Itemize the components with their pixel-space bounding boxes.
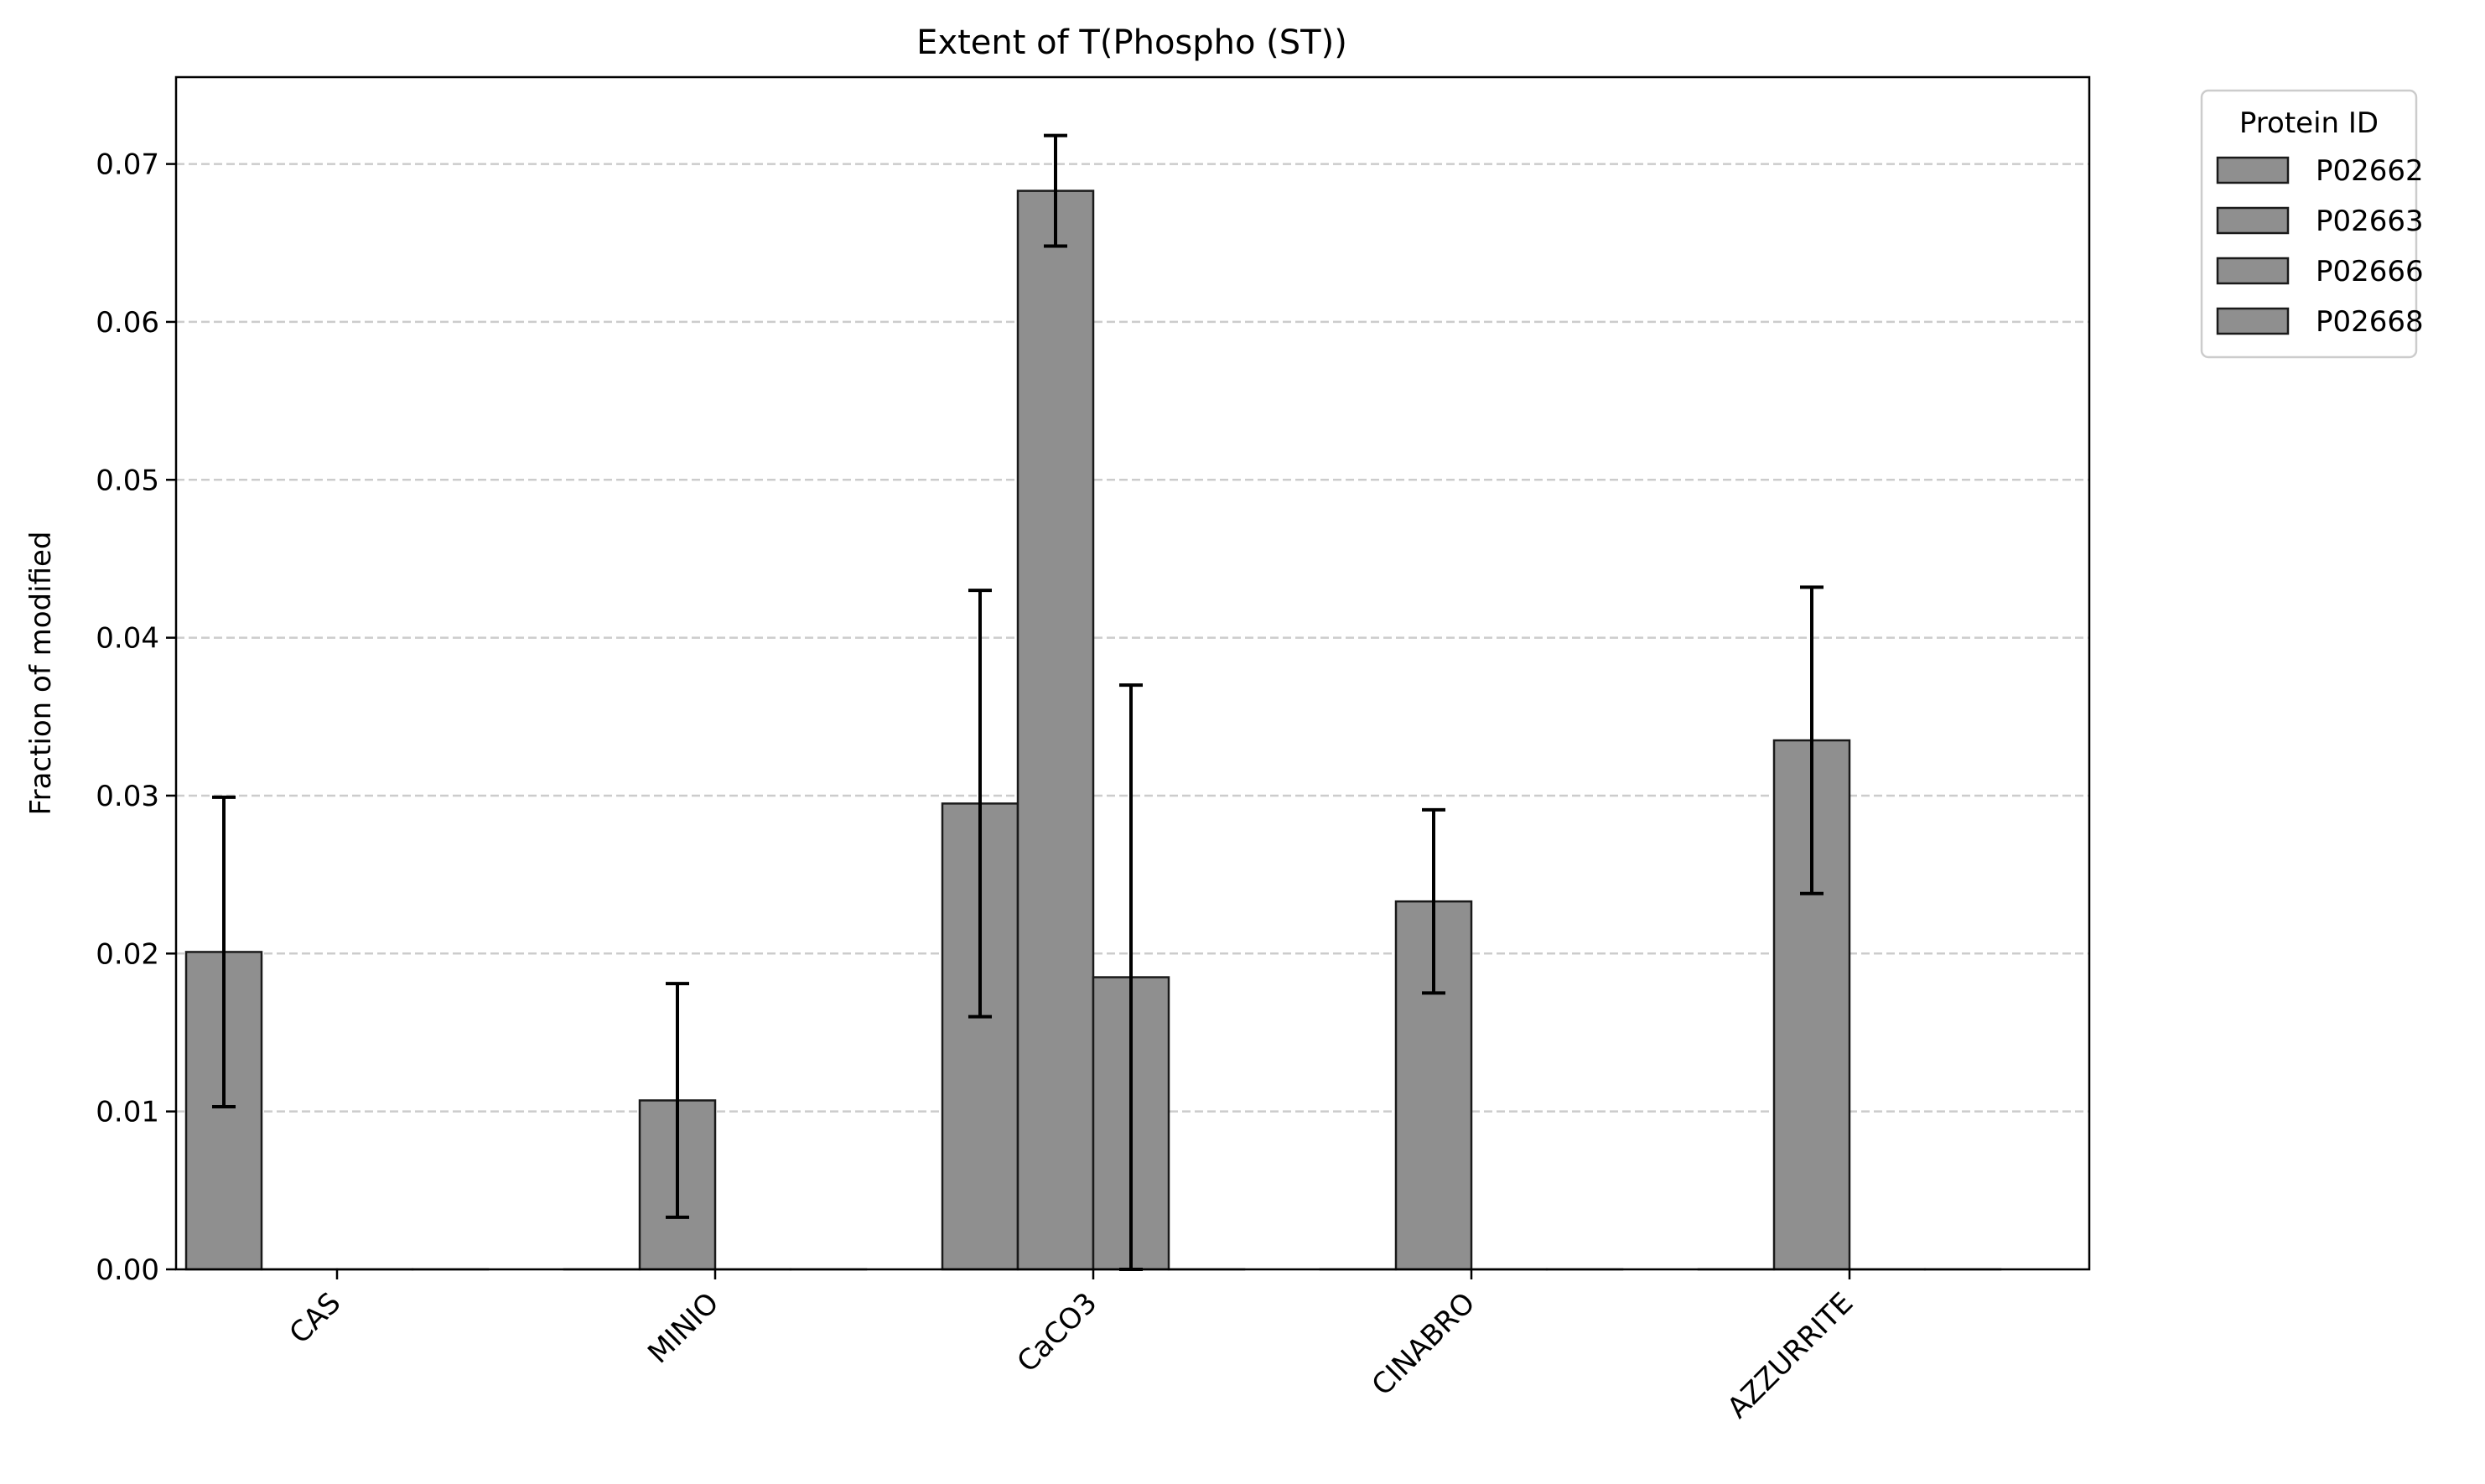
x-tick-label: MINIO <box>641 1286 725 1370</box>
legend-items: P02662 P02663 P02666 P02668 <box>2216 154 2424 339</box>
x-axis: CAS MINIO CaCO3 CINABRO AZZURRITE <box>283 1269 1860 1425</box>
legend-label: P02663 <box>2316 205 2424 238</box>
plot-frame <box>174 75 2091 1271</box>
y-tick-label: 0.05 <box>96 464 159 497</box>
legend-label: P02666 <box>2316 255 2424 288</box>
y-tick-label: 0.06 <box>96 306 159 340</box>
y-tick-label: 0.07 <box>96 148 159 182</box>
y-tick-label: 0.03 <box>96 780 159 813</box>
y-tick-label: 0.01 <box>96 1096 159 1129</box>
y-axis: 0.00 0.01 0.02 0.03 0.04 0.05 0.06 0.07 <box>96 148 176 1287</box>
legend-swatch <box>2216 156 2290 184</box>
legend-swatch <box>2216 206 2290 235</box>
x-tick-label: CINABRO <box>1366 1286 1482 1403</box>
x-tick-label: CaCO3 <box>1011 1286 1104 1379</box>
chart-title: Extent of T(Phospho (ST)) <box>916 23 1347 62</box>
legend: Protein ID P02662 P02663 P02666 P02668 <box>2200 89 2424 359</box>
bars-layer <box>184 189 2002 1271</box>
legend-title: Protein ID <box>2239 106 2379 140</box>
legend-label: P02662 <box>2316 154 2424 188</box>
x-tick-label: CAS <box>283 1286 348 1351</box>
y-tick-label: 0.04 <box>96 622 159 656</box>
legend-label: P02668 <box>2316 305 2424 339</box>
y-tick-label: 0.00 <box>96 1253 159 1287</box>
x-tick-label: AZZURRITE <box>1721 1286 1860 1425</box>
legend-swatch <box>2216 307 2290 335</box>
legend-swatch <box>2216 257 2290 285</box>
bar <box>1016 189 1095 1271</box>
error-bars-layer <box>212 133 1824 1271</box>
y-tick-label: 0.02 <box>96 937 159 971</box>
y-axis-label: Fraction of modified <box>24 532 58 816</box>
